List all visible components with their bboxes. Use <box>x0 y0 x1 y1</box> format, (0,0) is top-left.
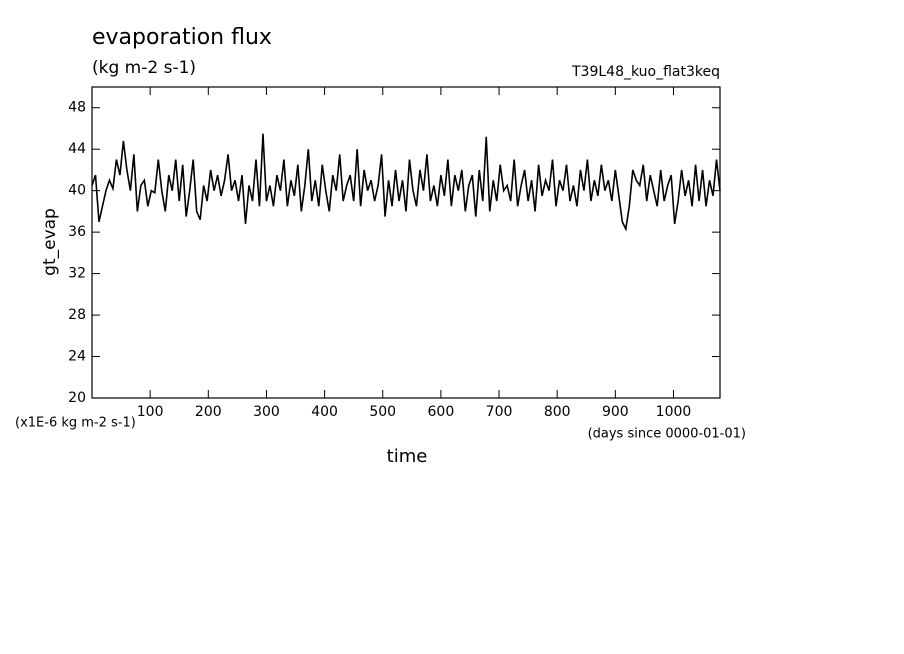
x-tick-label: 900 <box>602 404 629 420</box>
plot-frame <box>91 86 721 399</box>
y-unit-label: (x1E-6 kg m-2 s-1) <box>15 416 136 431</box>
run-label: T39L48_kuo_flat3keq <box>571 64 720 80</box>
y-tick-label: 40 <box>68 183 86 199</box>
x-tick-label: 700 <box>486 404 513 420</box>
x-tick-label: 1000 <box>656 404 692 420</box>
x-tick-label: 200 <box>195 404 222 420</box>
y-tick-label: 48 <box>68 100 86 116</box>
x-unit-label: (days since 0000-01-01) <box>588 427 746 442</box>
x-axis-label: time <box>387 446 428 467</box>
y-axis-label: gt_evap <box>40 208 60 276</box>
chart-title: evaporation flux <box>92 25 272 50</box>
x-tick-label: 800 <box>544 404 571 420</box>
y-tick-label: 36 <box>68 224 86 240</box>
chart-subtitle: (kg m-2 s-1) <box>92 58 196 78</box>
y-tick-label: 20 <box>68 390 86 406</box>
data-line <box>91 133 721 232</box>
x-tick-label: 500 <box>369 404 396 420</box>
y-tick-label: 28 <box>68 307 86 323</box>
x-tick-label: 400 <box>311 404 338 420</box>
y-tick-label: 32 <box>68 266 86 282</box>
x-tick-label: 100 <box>137 404 164 420</box>
y-tick-label: 44 <box>68 141 86 157</box>
x-tick-label: 300 <box>253 404 280 420</box>
x-tick-label: 600 <box>428 404 455 420</box>
y-tick-label: 24 <box>68 349 86 365</box>
